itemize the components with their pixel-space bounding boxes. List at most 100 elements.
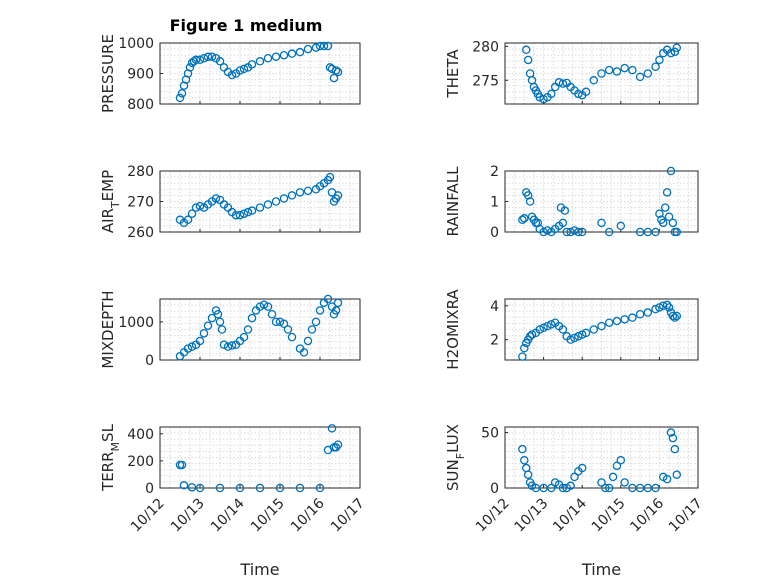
axes-box (159, 42, 361, 105)
data-point (664, 303, 674, 312)
y-tick-label: 0 (490, 225, 499, 241)
y-axis-label: TERRMSL (99, 423, 122, 492)
data-point (307, 325, 317, 334)
data-point (287, 191, 297, 200)
data-point (235, 210, 245, 220)
data-point (215, 317, 225, 327)
data-point (672, 311, 682, 321)
data-point (203, 52, 213, 61)
data-point (664, 212, 674, 221)
axes-box (159, 426, 361, 489)
data-point (223, 342, 233, 351)
y-tick-label: 275 (472, 73, 499, 89)
data-point (247, 60, 257, 69)
data-point (183, 215, 193, 225)
data-point (616, 456, 626, 465)
data-point (177, 89, 187, 98)
data-point (247, 313, 257, 323)
data-point (187, 483, 197, 492)
data-point (279, 194, 289, 203)
data-point (323, 41, 333, 51)
data-point (651, 304, 660, 314)
y-tick-label: 900 (127, 67, 154, 83)
data-point (247, 206, 257, 215)
data-point (329, 73, 339, 83)
data-point (543, 321, 552, 331)
data-point (651, 227, 660, 237)
data-point (311, 317, 321, 327)
y-tick-label: 1000 (118, 36, 154, 52)
data-point (231, 210, 241, 220)
data-point (303, 336, 313, 346)
data-point (535, 325, 544, 334)
data-point (199, 54, 209, 63)
data-point (668, 218, 678, 228)
data-point (243, 325, 253, 334)
y-axis-label: H2OMIXRA (444, 289, 462, 370)
data-point (523, 470, 533, 479)
data-point (331, 66, 341, 75)
data-point (195, 201, 205, 211)
data-point (185, 63, 195, 72)
y-tick-label: 400 (127, 427, 154, 443)
figure-title: Figure 1 medium (170, 16, 323, 35)
data-point (597, 218, 606, 228)
data-point (315, 483, 325, 493)
data-point (651, 483, 660, 493)
y-tick-label: 2 (490, 164, 499, 180)
panel-air_temp: 260 270 280 AIRTEMP (99, 164, 361, 241)
data-point (227, 70, 237, 80)
data-point (195, 336, 205, 346)
data-point (547, 483, 556, 493)
data-point (263, 200, 273, 209)
y-tick-label: 1000 (118, 315, 154, 331)
y-tick-label: 0 (145, 353, 154, 369)
data-point (518, 215, 527, 225)
data-point (577, 227, 587, 237)
data-point (628, 313, 637, 322)
data-point (660, 203, 670, 212)
data-point (539, 323, 548, 333)
data-point (520, 456, 529, 465)
data-point (333, 67, 343, 77)
data-point (177, 460, 187, 470)
x-tick-label: 10/15 (589, 495, 629, 535)
data-point (547, 320, 556, 329)
data-point (560, 206, 570, 215)
data-point (670, 47, 680, 57)
data-point (323, 294, 333, 304)
data-point (604, 318, 614, 327)
data-point (215, 57, 225, 66)
data-point (315, 306, 325, 315)
panel-rainfall: 0 1 2 RAINFALL (444, 164, 699, 241)
data-point (518, 352, 527, 361)
data-point (635, 309, 645, 319)
data-point (239, 209, 249, 218)
data-point (570, 333, 579, 343)
data-point (227, 341, 237, 350)
data-point (668, 433, 678, 443)
data-point (279, 50, 289, 60)
data-point (670, 444, 680, 454)
data-point (566, 481, 575, 491)
data-point (628, 65, 637, 75)
data-point (666, 428, 676, 437)
data-point (287, 332, 297, 342)
data-point (601, 483, 610, 493)
data-point (271, 52, 281, 61)
data-point (187, 209, 197, 218)
data-point (604, 227, 614, 237)
data-point (331, 306, 341, 315)
data-point (255, 203, 265, 212)
data-point (597, 478, 606, 487)
data-point (604, 483, 614, 493)
data-point (211, 194, 221, 203)
y-tick-label: 280 (472, 39, 499, 55)
data-point (666, 166, 676, 176)
y-tick-label: 0 (490, 481, 499, 497)
data-point (255, 302, 265, 311)
data-point (620, 478, 629, 487)
data-point (255, 483, 265, 493)
